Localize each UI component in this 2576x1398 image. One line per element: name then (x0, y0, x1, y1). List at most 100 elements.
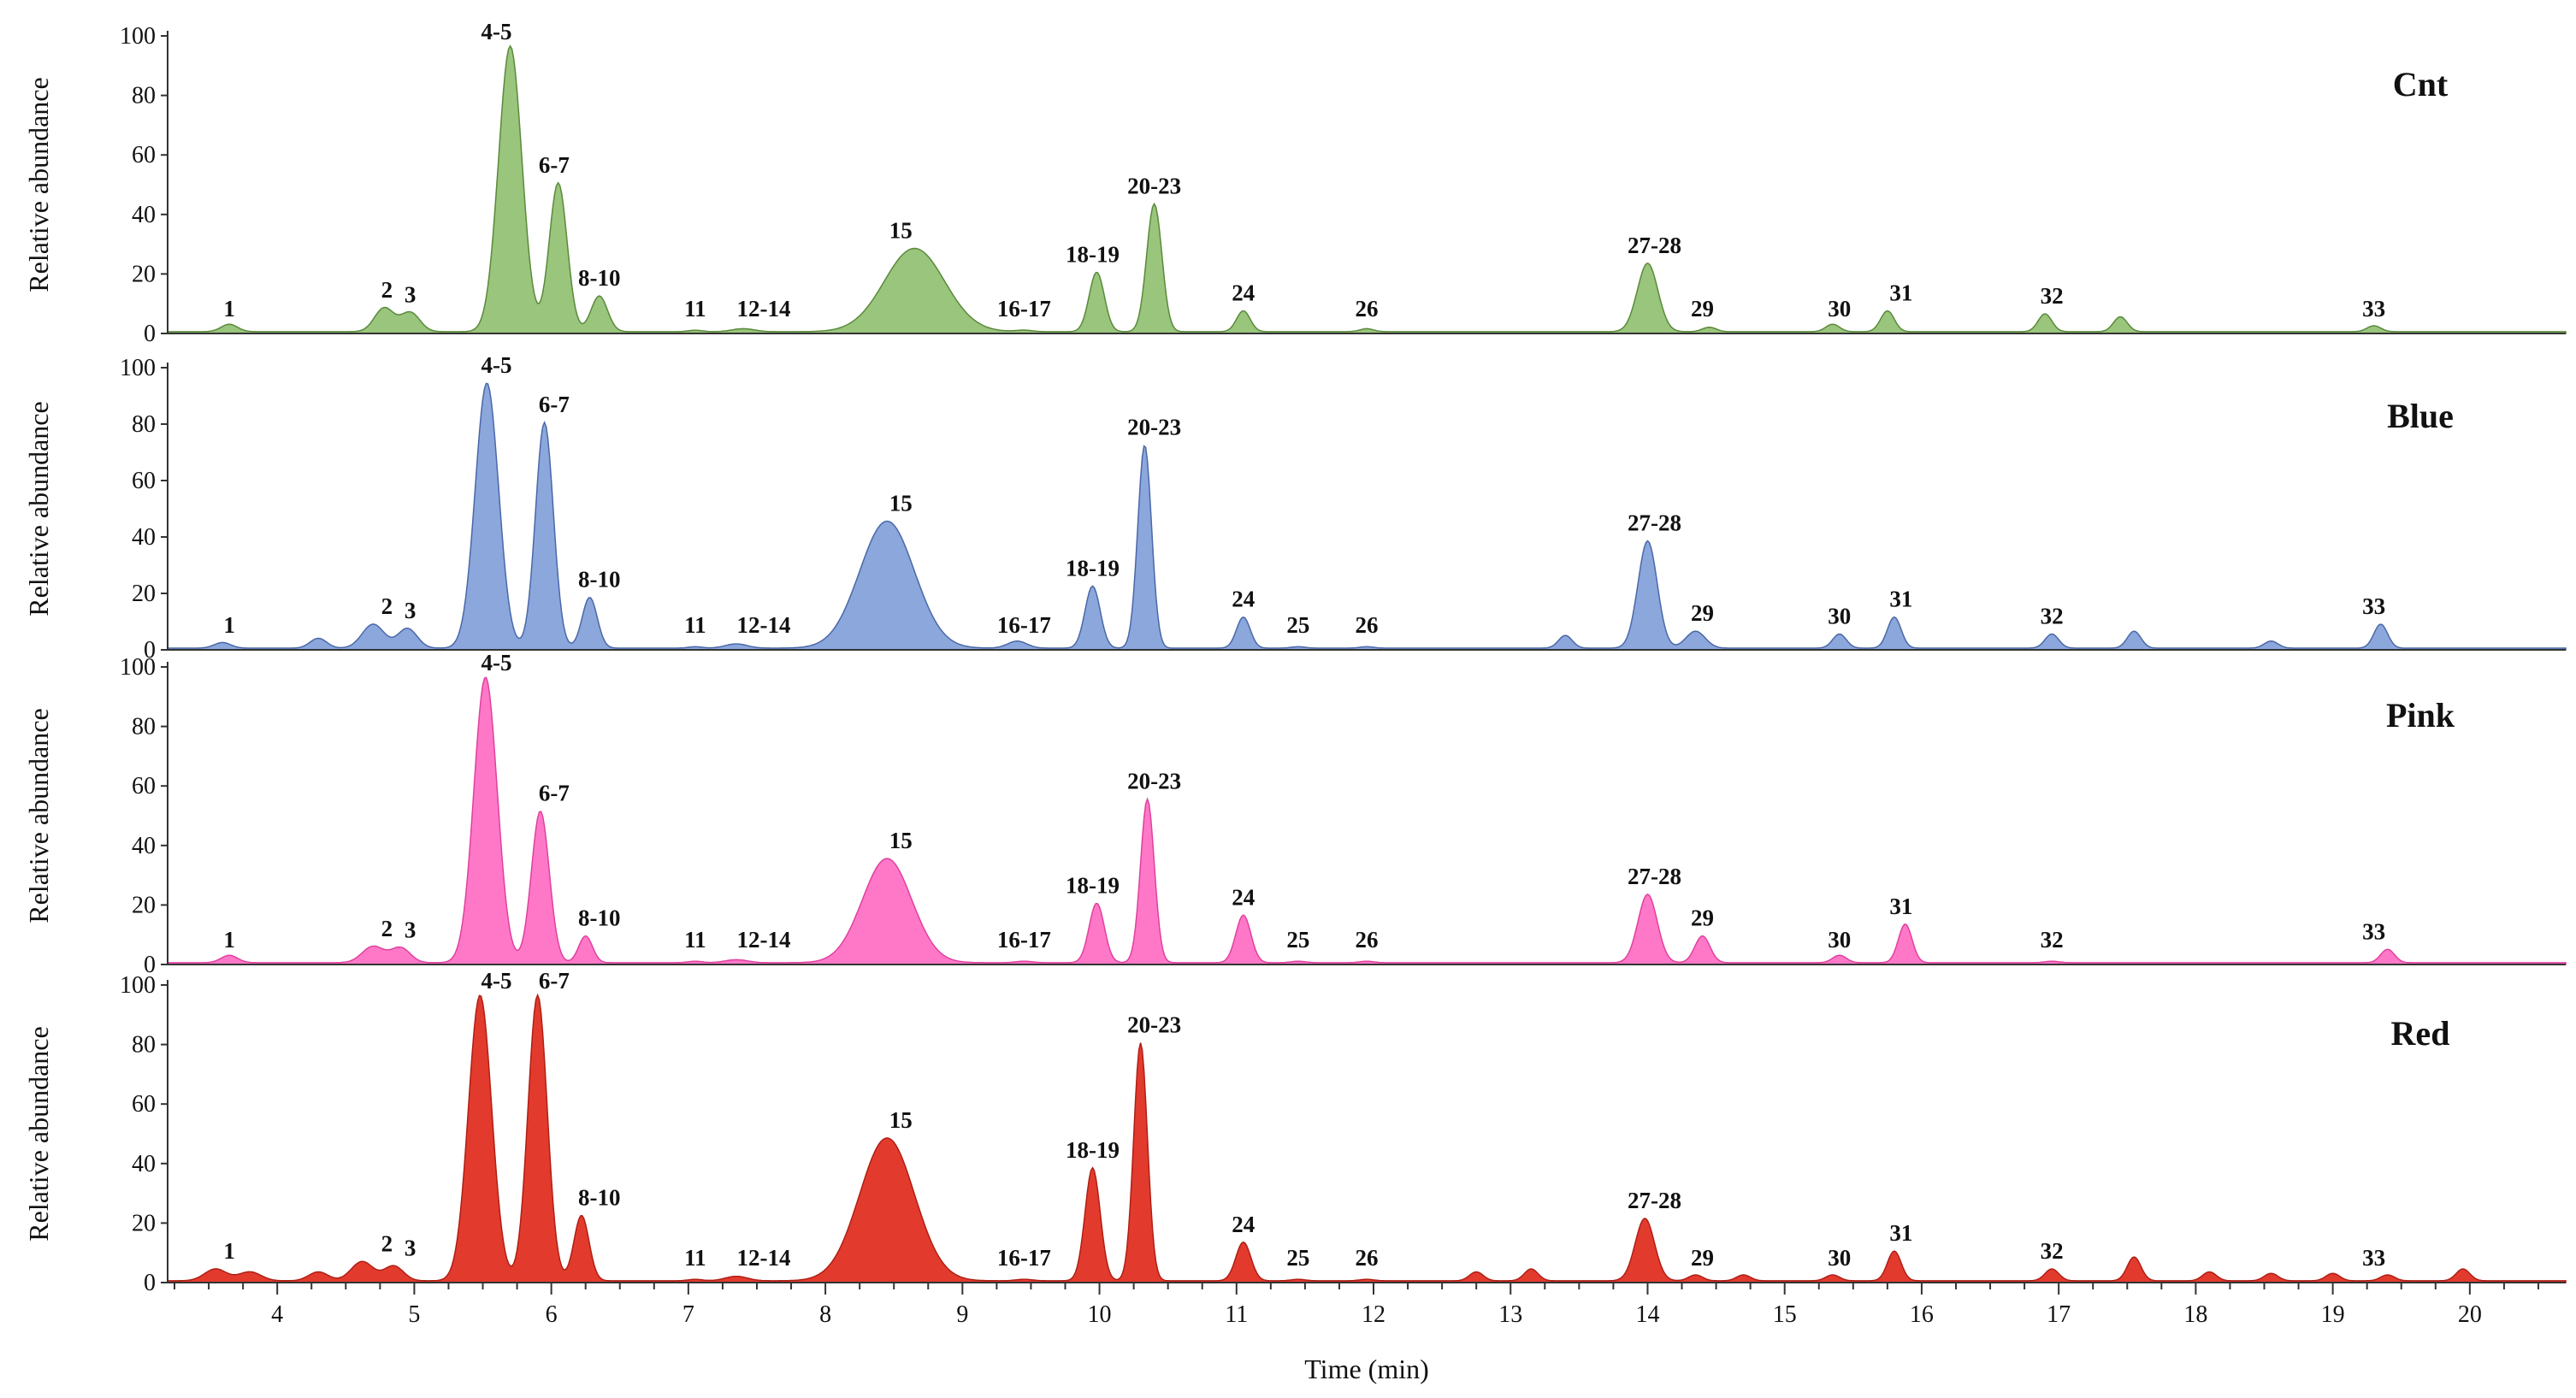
peak-label: 27-28 (1628, 510, 1681, 536)
peak-label: 2 (381, 1230, 393, 1256)
peak-label: 33 (2362, 1245, 2385, 1271)
x-tick-label: 15 (1773, 1301, 1797, 1328)
peak-label: 27-28 (1628, 1188, 1681, 1213)
peak-label: 25 (1286, 927, 1309, 953)
y-tick-label: 100 (120, 972, 156, 999)
trace-area-red (167, 993, 2567, 1283)
peak-label: 24 (1232, 587, 1255, 612)
x-axis-label: Time (min) (1304, 1354, 1429, 1384)
panel-blue: 0 20 40 60 80 100 Relative abundance Blue 1 2 3 4-5… (23, 352, 2567, 664)
peak-label: 33 (2362, 918, 2385, 944)
y-tick-label: 60 (132, 468, 156, 494)
y-axis-label: Relative abundance (23, 77, 54, 292)
peak-label: 30 (1828, 1245, 1851, 1271)
panel-title: Pink (2386, 696, 2455, 734)
x-tick-label: 13 (1498, 1301, 1522, 1328)
peak-label: 3 (405, 281, 417, 307)
peak-label: 3 (405, 598, 417, 623)
y-tick-label: 0 (144, 1270, 156, 1296)
x-tick-label: 12 (1362, 1301, 1385, 1328)
peak-label: 12-14 (736, 296, 790, 321)
peak-label: 27-28 (1628, 864, 1681, 889)
panel-red: 0 20 40 60 80 100 Relative abundance Red 1 2 3 4-5 6… (23, 968, 2567, 1296)
peak-label: 15 (889, 828, 913, 853)
peak-label: 1 (223, 296, 235, 321)
y-tick-label: 100 (120, 654, 156, 681)
trace-area-cnt (167, 44, 2567, 334)
peak-label: 31 (1889, 280, 1912, 306)
x-tick-label: 6 (546, 1301, 558, 1328)
y-axis-label: Relative abundance (23, 1026, 54, 1241)
peak-label: 15 (889, 491, 913, 516)
panel-title: Blue (2387, 397, 2454, 435)
peak-label: 18-19 (1066, 872, 1120, 898)
peak-label: 12-14 (736, 1245, 790, 1271)
peak-label: 26 (1356, 612, 1379, 638)
peak-label: 8-10 (578, 265, 621, 291)
peak-label: 24 (1232, 280, 1255, 306)
peak-label: 1 (223, 612, 235, 638)
x-tick-label: 18 (2183, 1301, 2207, 1328)
peak-label: 27-28 (1628, 233, 1681, 258)
peak-label: 26 (1356, 1245, 1379, 1271)
y-tick-label: 80 (132, 714, 156, 740)
x-tick-label: 7 (682, 1301, 694, 1328)
panel-cnt: 0 20 40 60 80 100 Relative abundance Cnt 1 2 3 4-5 6… (23, 19, 2567, 347)
peak-label: 12-14 (736, 927, 790, 953)
y-tick-label: 40 (132, 524, 156, 551)
peak-label: 18-19 (1066, 1137, 1120, 1163)
x-tick-label: 20 (2458, 1301, 2482, 1328)
y-tick-label: 60 (132, 142, 156, 168)
peak-label: 6-7 (539, 152, 570, 178)
peak-label: 30 (1828, 296, 1851, 321)
peak-label: 32 (2041, 283, 2064, 309)
peak-label: 2 (381, 916, 393, 941)
y-tick-label: 80 (132, 83, 156, 109)
y-tick-label: 80 (132, 411, 156, 438)
peak-label: 31 (1889, 1220, 1912, 1246)
peak-label: 18-19 (1066, 555, 1120, 581)
peak-label: 33 (2362, 296, 2385, 321)
peak-label: 1 (223, 927, 235, 953)
peak-label: 33 (2362, 593, 2385, 619)
y-tick-label: 100 (120, 355, 156, 381)
peak-label: 25 (1286, 612, 1309, 638)
y-axis-label: Relative abundance (23, 401, 54, 616)
peak-label: 29 (1691, 905, 1714, 931)
y-tick-label: 0 (144, 952, 156, 978)
x-tick-label: 5 (408, 1301, 420, 1328)
peak-label: 24 (1232, 884, 1255, 910)
y-axis-label: Relative abundance (23, 708, 54, 923)
peak-label: 3 (405, 917, 417, 943)
peak-label: 11 (684, 296, 706, 321)
y-tick-label: 20 (132, 1210, 156, 1236)
peak-label: 15 (889, 218, 913, 244)
peak-label: 6-7 (539, 781, 570, 806)
peak-label: 8-10 (578, 905, 621, 931)
y-tick-label: 40 (132, 833, 156, 859)
peak-label: 24 (1232, 1212, 1255, 1237)
peak-label: 4-5 (482, 19, 512, 44)
x-axis: 4 5 6 7 8 9 10 11 12 13 14 15 16 17 18 19 20 (174, 1283, 2539, 1328)
x-tick-label: 11 (1225, 1301, 1248, 1328)
peak-label: 4-5 (482, 352, 512, 378)
peak-label: 30 (1828, 604, 1851, 629)
peak-label: 11 (684, 927, 706, 953)
x-tick-label: 4 (271, 1301, 283, 1328)
peak-label: 20-23 (1127, 173, 1181, 198)
y-tick-label: 20 (132, 581, 156, 607)
x-tick-label: 17 (2047, 1301, 2071, 1328)
x-tick-label: 8 (819, 1301, 831, 1328)
x-tick-label: 16 (1910, 1301, 1934, 1328)
y-tick-label: 0 (144, 321, 156, 347)
peak-label: 31 (1889, 894, 1912, 919)
y-tick-label: 40 (132, 202, 156, 228)
peak-label: 6-7 (539, 392, 570, 417)
peak-label: 2 (381, 277, 393, 303)
y-tick-label: 20 (132, 261, 156, 287)
peak-label: 31 (1889, 587, 1912, 612)
peak-label: 32 (2041, 1238, 2064, 1264)
peak-label: 11 (684, 612, 706, 638)
